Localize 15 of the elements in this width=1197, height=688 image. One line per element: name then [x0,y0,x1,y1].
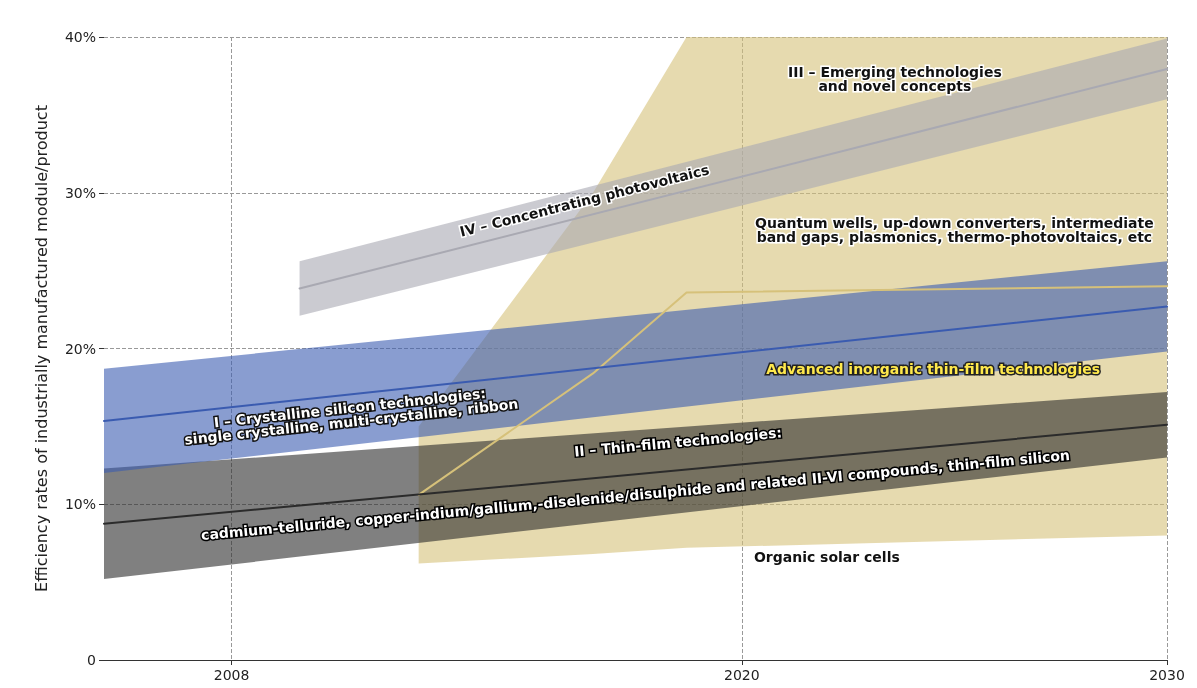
x-tick-label: 2008 [213,667,250,683]
annotation: Organic solar cells [753,549,900,566]
y-tick-label: 20% [64,340,96,357]
y-tick-label: 0 [87,652,96,668]
annotation: Quantum wells, up-down converters, intermediate band gaps, plasmonics, thermo-photovoltaics, etc [755,215,1154,246]
annotation: III – Emerging technologies and novel concepts [788,64,1002,95]
x-tick-label: 2020 [723,667,760,683]
y-axis-title: Efficiency rates of industrially manufactured module/product [31,105,51,592]
annotation: Advanced inorganic thin-film technologies [766,360,1101,377]
x-tick-label: 2030 [1149,667,1185,683]
annotation: II – Thin-film technologies: [573,424,783,460]
y-tick-label: 30% [64,184,96,201]
annotation: I – Crystalline silicon technologies: single crystalline, multi-crystalline, ribbon [183,385,520,448]
y-tick-label: 40% [64,29,96,45]
y-tick-label: 10% [64,496,96,513]
